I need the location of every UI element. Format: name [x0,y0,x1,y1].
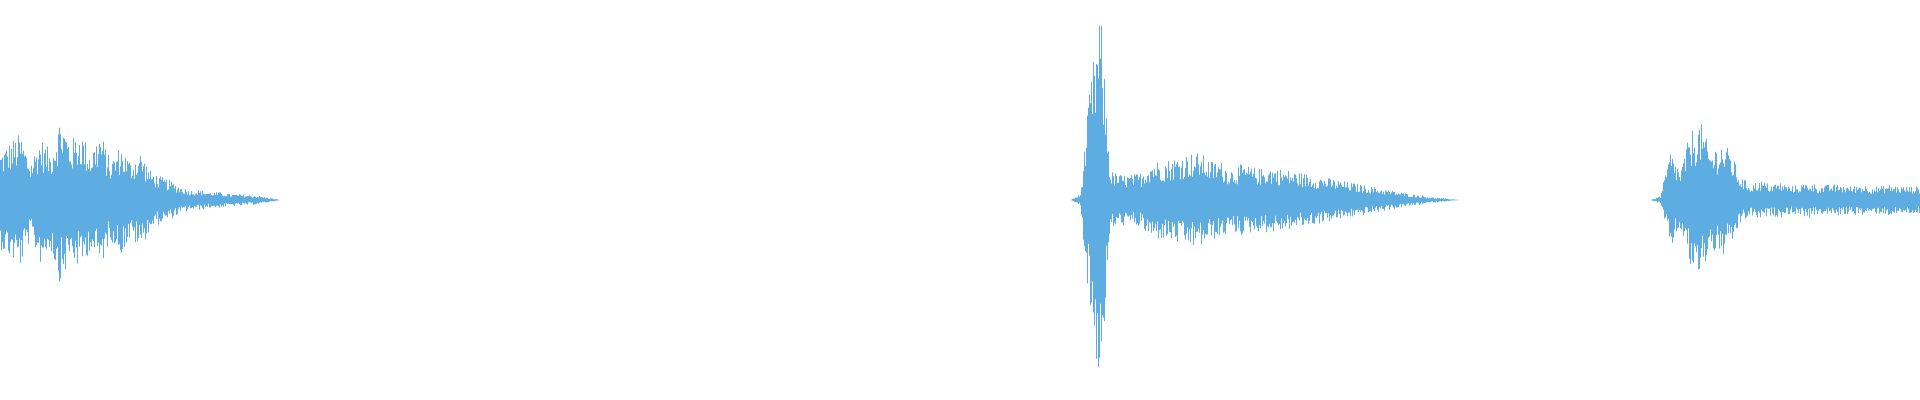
waveform [0,25,1920,367]
